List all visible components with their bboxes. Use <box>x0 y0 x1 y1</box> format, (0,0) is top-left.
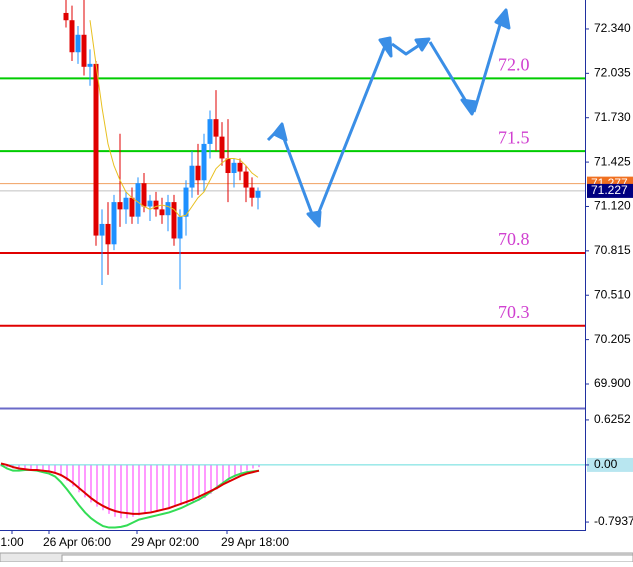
y-tick-label: 72.035 <box>594 66 631 80</box>
y-tick-label: 69.900 <box>594 376 631 390</box>
candle-body <box>225 158 231 174</box>
candle-body <box>105 223 111 245</box>
arrow-head <box>414 37 431 52</box>
arrow-head <box>272 122 288 142</box>
candle-body <box>255 190 261 198</box>
moving-average <box>89 20 259 218</box>
y-tick-label: 0.6252 <box>594 412 631 426</box>
y-tick-label: 70.205 <box>594 332 631 346</box>
candle-body <box>177 216 183 239</box>
forecast-arrows <box>266 8 511 228</box>
candle-body <box>201 143 207 181</box>
candle-body <box>87 63 93 67</box>
x-tick-label: 26 Apr 06:00 <box>43 535 111 549</box>
arrow-head <box>378 36 393 58</box>
candle-body <box>153 200 159 210</box>
level-label: 71.5 <box>498 127 530 147</box>
candle-body <box>237 162 243 172</box>
candle-body <box>171 202 177 239</box>
x-tick-label: 29 Apr 02:00 <box>131 535 199 549</box>
candle-body <box>165 202 171 216</box>
level-label: 70.3 <box>498 302 530 322</box>
candle-body <box>249 187 255 198</box>
candle-body <box>219 136 225 159</box>
candle-body <box>117 202 123 210</box>
signal-line <box>0 462 260 515</box>
candle-body <box>81 34 87 67</box>
bid-label: 71.227 <box>591 183 628 197</box>
candle-body <box>147 200 153 207</box>
y-tick-label: 71.730 <box>594 110 631 124</box>
candle-body <box>93 63 99 236</box>
tab <box>61 554 633 563</box>
y-tick-label: 0.00 <box>594 457 618 471</box>
x-tick-label: 29 Apr 18:00 <box>221 535 289 549</box>
bid-box <box>587 183 633 198</box>
candle-body <box>99 223 105 236</box>
arrow-path <box>472 17 504 113</box>
candle-body <box>195 165 201 181</box>
y-tick-label: 72.340 <box>594 21 631 35</box>
y-tick-label: 70.510 <box>594 287 631 301</box>
arrow-head <box>306 210 322 228</box>
candle-body <box>75 34 81 53</box>
candle-body <box>129 197 135 217</box>
y-tick-label: 71.425 <box>594 154 631 168</box>
macd-panel: 0.6252 0.00 -0.7937 1:00 26 Apr 06:00 29 Apr … <box>0 412 633 549</box>
y-tick-label: 71.120 <box>594 199 631 213</box>
y-tick-label: 70.815 <box>594 243 631 257</box>
candle-body <box>159 209 165 216</box>
y-tick-label: -0.7937 <box>594 514 633 528</box>
arrow-path <box>428 41 472 109</box>
level-label: 70.8 <box>498 229 530 249</box>
candle-body <box>213 119 219 137</box>
zero-box <box>587 457 633 472</box>
candle-body <box>243 171 249 188</box>
x-tick-label: 1:00 <box>0 535 24 549</box>
candle-body <box>63 12 69 21</box>
level-label: 72.0 <box>498 55 530 75</box>
arrow-head <box>494 8 511 30</box>
candle-body <box>69 20 75 53</box>
candle-body <box>135 183 141 217</box>
candle-body <box>189 165 195 188</box>
candle-body <box>141 183 147 207</box>
candle-body <box>207 119 213 144</box>
candle-body <box>123 197 129 210</box>
candle-body <box>231 162 237 174</box>
candle-body <box>111 202 117 245</box>
candle-body <box>183 187 189 217</box>
main-panel: 72.0 71.5 70.8 70.3 72.340 72.035 71.730 71.425… <box>0 0 633 390</box>
